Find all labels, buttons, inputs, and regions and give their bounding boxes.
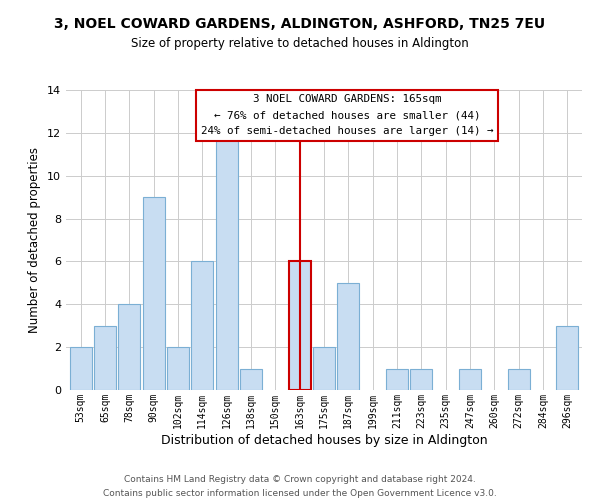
Bar — [167, 347, 189, 390]
Bar — [386, 368, 408, 390]
Bar — [556, 326, 578, 390]
Bar — [118, 304, 140, 390]
Bar — [410, 368, 433, 390]
Text: 3, NOEL COWARD GARDENS, ALDINGTON, ASHFORD, TN25 7EU: 3, NOEL COWARD GARDENS, ALDINGTON, ASHFO… — [55, 18, 545, 32]
Bar — [240, 368, 262, 390]
Bar — [191, 262, 213, 390]
Bar — [313, 347, 335, 390]
Text: Size of property relative to detached houses in Aldington: Size of property relative to detached ho… — [131, 38, 469, 51]
Y-axis label: Number of detached properties: Number of detached properties — [28, 147, 41, 333]
Text: Contains HM Land Registry data © Crown copyright and database right 2024.
Contai: Contains HM Land Registry data © Crown c… — [103, 476, 497, 498]
Bar — [459, 368, 481, 390]
Bar — [70, 347, 92, 390]
Bar — [289, 262, 311, 390]
Bar — [94, 326, 116, 390]
Bar — [143, 197, 164, 390]
Bar — [337, 283, 359, 390]
Text: 3 NOEL COWARD GARDENS: 165sqm
← 76% of detached houses are smaller (44)
24% of s: 3 NOEL COWARD GARDENS: 165sqm ← 76% of d… — [201, 94, 493, 136]
X-axis label: Distribution of detached houses by size in Aldington: Distribution of detached houses by size … — [161, 434, 487, 446]
Bar — [215, 133, 238, 390]
Bar — [508, 368, 530, 390]
